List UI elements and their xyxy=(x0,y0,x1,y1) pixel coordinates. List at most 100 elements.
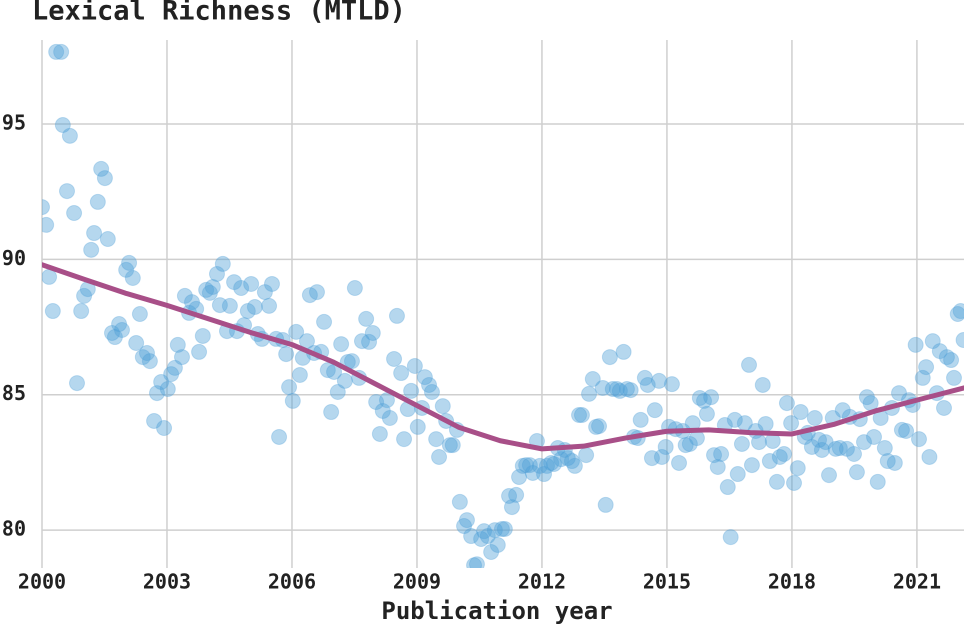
point xyxy=(771,448,788,465)
point xyxy=(608,381,625,398)
point xyxy=(319,362,336,379)
point xyxy=(831,440,848,457)
point xyxy=(703,389,720,406)
point xyxy=(201,284,218,301)
point xyxy=(361,333,378,350)
point xyxy=(573,407,590,424)
point xyxy=(834,402,851,419)
point xyxy=(208,265,225,282)
point xyxy=(578,447,595,464)
point xyxy=(751,434,768,451)
point xyxy=(468,556,485,568)
point xyxy=(58,183,75,200)
point xyxy=(68,375,85,392)
point xyxy=(271,428,288,445)
point xyxy=(353,333,370,350)
point xyxy=(111,316,128,333)
point xyxy=(42,268,58,285)
point xyxy=(632,411,649,428)
point xyxy=(559,450,576,467)
point xyxy=(163,366,180,383)
point xyxy=(921,448,938,465)
x-tick-label: 2015 xyxy=(643,570,691,594)
point xyxy=(489,536,506,553)
point xyxy=(639,376,656,393)
x-tick-label: 2003 xyxy=(143,570,191,594)
point xyxy=(761,453,778,470)
point xyxy=(856,434,873,451)
point xyxy=(696,392,713,409)
point xyxy=(479,528,496,545)
point xyxy=(524,464,541,481)
point xyxy=(281,379,298,396)
point xyxy=(597,496,614,513)
point xyxy=(96,170,113,187)
point xyxy=(511,469,528,486)
point xyxy=(256,284,273,301)
point xyxy=(89,193,106,210)
point xyxy=(677,437,694,454)
point xyxy=(393,365,410,382)
x-axis-label: Publication year xyxy=(381,597,612,625)
points xyxy=(42,43,964,568)
point xyxy=(54,117,71,134)
point xyxy=(876,440,893,457)
point xyxy=(886,454,903,471)
point xyxy=(622,382,639,399)
y-tick-label: 90 xyxy=(2,246,26,270)
point xyxy=(709,459,726,476)
point xyxy=(146,412,163,429)
point xyxy=(261,297,278,314)
point xyxy=(584,371,601,388)
point xyxy=(893,421,910,438)
point xyxy=(817,434,834,451)
point xyxy=(221,297,238,314)
point xyxy=(553,451,570,468)
point xyxy=(103,324,120,341)
point xyxy=(813,441,830,458)
point xyxy=(722,529,739,546)
x-tick-label: 2009 xyxy=(393,570,441,594)
point xyxy=(118,261,135,278)
point xyxy=(323,404,340,421)
point xyxy=(786,474,803,491)
point xyxy=(726,411,743,428)
point xyxy=(316,313,333,330)
point xyxy=(483,544,500,561)
point xyxy=(776,446,793,463)
point xyxy=(291,366,308,383)
point xyxy=(396,431,413,448)
labels: 2000 2003 2006 2009 2012 2015 2018 2021 80 85 90 95 xyxy=(2,110,941,593)
point xyxy=(681,435,698,452)
point xyxy=(869,473,886,490)
point xyxy=(333,336,350,353)
point xyxy=(53,43,70,60)
point xyxy=(386,350,403,367)
point xyxy=(713,446,730,463)
point xyxy=(409,418,426,435)
point xyxy=(301,287,318,304)
point xyxy=(198,281,215,298)
point xyxy=(846,446,863,463)
point xyxy=(918,359,935,376)
point xyxy=(233,280,250,297)
point xyxy=(651,372,668,389)
point xyxy=(546,456,563,473)
point xyxy=(44,303,61,320)
point xyxy=(138,345,155,362)
point xyxy=(898,422,915,439)
point xyxy=(211,297,228,314)
point xyxy=(601,349,618,366)
point xyxy=(278,346,295,363)
point xyxy=(671,454,688,471)
point xyxy=(444,437,461,454)
point xyxy=(615,343,632,360)
point xyxy=(73,303,90,320)
point xyxy=(493,521,510,538)
point xyxy=(76,287,93,304)
point xyxy=(441,437,458,454)
point xyxy=(183,294,200,311)
point xyxy=(618,381,635,398)
point xyxy=(374,402,391,419)
point xyxy=(729,466,746,483)
